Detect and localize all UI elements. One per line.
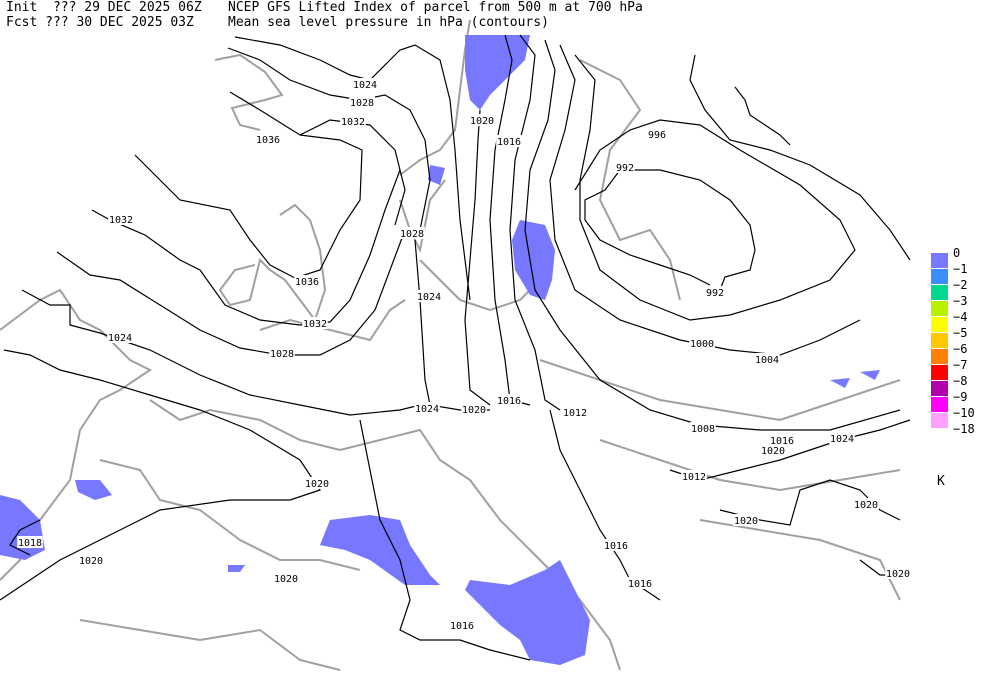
legend-swatch <box>931 365 948 380</box>
isobar-label: 1016 <box>628 579 652 590</box>
map-subtitle: Mean sea level pressure in hPa (contours… <box>228 15 549 30</box>
isobar-label: 1016 <box>497 137 521 148</box>
isobar-label: 1036 <box>295 277 319 288</box>
isobar-label: 1000 <box>690 339 714 350</box>
legend-label: −10 <box>953 406 975 420</box>
lifted-index-shading <box>0 35 880 665</box>
isobar-label: 1024 <box>353 80 377 91</box>
legend-label: −3 <box>953 294 968 308</box>
isobar-label: 1016 <box>450 621 474 632</box>
isobar-label: 1032 <box>109 215 133 226</box>
isobar-label: 1018 <box>18 538 42 549</box>
legend-label: −6 <box>953 342 968 356</box>
isobar-label: 1004 <box>755 355 779 366</box>
isobar-label: 1036 <box>256 135 280 146</box>
isobar-label: 1024 <box>417 292 441 303</box>
isobar-label: 1020 <box>79 556 103 567</box>
legend-label: −8 <box>953 374 968 388</box>
isobar-label: 1020 <box>886 569 910 580</box>
isobar-label: 1020 <box>734 516 758 527</box>
isobar-label: 1032 <box>303 319 327 330</box>
isobar-label: 1028 <box>400 229 424 240</box>
isobar-label: 1012 <box>563 408 587 419</box>
isobar-label: 1020 <box>305 479 329 490</box>
contour-labels: 1024 1028 1032 1036 1032 1036 1032 1024 1028 1028… <box>17 78 911 632</box>
isobar-label: 992 <box>616 163 634 174</box>
isobar-label: 1016 <box>604 541 628 552</box>
legend-swatch <box>931 285 948 300</box>
isobar-label: 1016 <box>770 436 794 447</box>
isobar-label: 1020 <box>854 500 878 511</box>
isobar-label: 1028 <box>270 349 294 360</box>
legend-label: −18 <box>953 422 975 436</box>
isobar-label: 1008 <box>691 424 715 435</box>
isobar-label: 1032 <box>341 117 365 128</box>
legend-swatch <box>931 397 948 412</box>
legend-label: −2 <box>953 278 968 292</box>
legend-swatch <box>931 333 948 348</box>
legend-swatch <box>931 269 948 284</box>
legend-label: −4 <box>953 310 968 324</box>
legend-swatch <box>931 349 948 364</box>
legend-swatch <box>931 413 948 428</box>
isobar-label: 1024 <box>415 404 439 415</box>
isobar-label: 1024 <box>830 434 854 445</box>
isobar-label: 1024 <box>108 333 132 344</box>
legend-label: 0 <box>953 246 961 260</box>
legend-unit: K <box>937 474 945 489</box>
legend-label: −7 <box>953 358 968 372</box>
legend-swatch <box>931 317 948 332</box>
isobar-label: 992 <box>706 288 724 299</box>
legend-swatch <box>931 301 948 316</box>
legend-swatch <box>931 381 948 396</box>
isobar-label: 1020 <box>470 116 494 127</box>
isobar-label: 1020 <box>274 574 298 585</box>
forecast-time: Fcst ??? 30 DEC 2025 03Z <box>6 15 194 30</box>
legend-label: −9 <box>953 390 968 404</box>
init-time: Init ??? 29 DEC 2025 06Z <box>6 0 202 15</box>
map-title: NCEP GFS Lifted Index of parcel from 500… <box>228 0 643 15</box>
isobar-label: 1020 <box>462 405 486 416</box>
isobar-label: 1016 <box>497 396 521 407</box>
isobar-label: 1012 <box>682 472 706 483</box>
legend-label: −1 <box>953 262 968 276</box>
isobar-label: 1020 <box>761 446 785 457</box>
legend-swatch <box>931 253 948 268</box>
isobar-label: 996 <box>648 130 666 141</box>
legend-label: −5 <box>953 326 968 340</box>
isobar-label: 1028 <box>350 98 374 109</box>
